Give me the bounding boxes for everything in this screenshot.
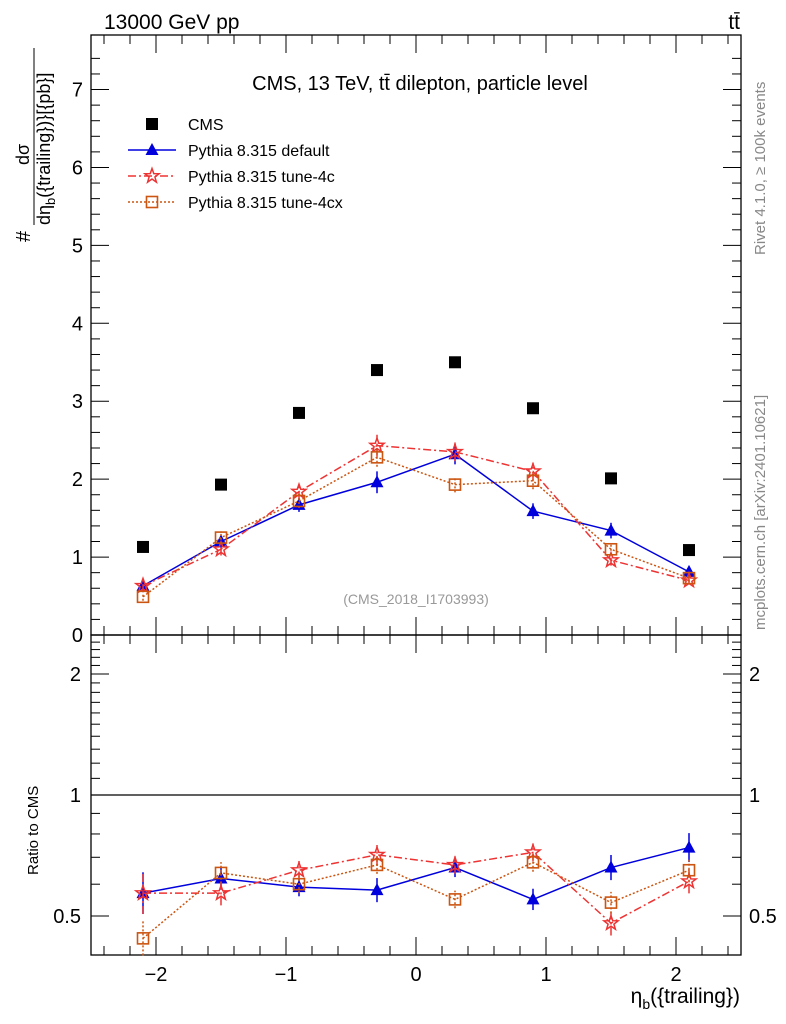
data-point <box>526 504 540 517</box>
data-point <box>605 472 617 485</box>
ylabel-num: dσ <box>13 144 33 165</box>
chart-title: CMS, 13 TeV, tt̄ dilepton, particle leve… <box>252 73 588 95</box>
data-point <box>682 571 696 585</box>
ratio-y-tick-label-right: 1 <box>749 785 760 807</box>
y-tick-label: 7 <box>72 80 83 102</box>
y-tick-label: 4 <box>72 313 83 335</box>
data-point <box>289 860 309 879</box>
data-point <box>136 932 150 945</box>
main-panel: 0 1 2 3 4 5 6 7 <box>72 34 742 647</box>
data-point <box>370 475 384 488</box>
y-axis-label: # dσ dηb({trailing})}[{pb}] <box>13 48 58 242</box>
legend-marker <box>145 195 159 209</box>
data-point <box>604 896 618 909</box>
series-line <box>142 444 690 587</box>
data-point <box>214 866 228 880</box>
data-point <box>527 402 539 415</box>
y-tick-label: 3 <box>72 391 83 413</box>
rivet-label: Rivet 4.1.0, ≥ 100k events <box>752 82 769 255</box>
data-point <box>604 542 618 556</box>
ylabel-hash: # <box>13 230 35 242</box>
x-axis-label: ηb({trailing}) <box>631 985 740 1012</box>
data-point <box>367 435 387 454</box>
ratio-y-tick-label-right: 0.5 <box>749 906 777 928</box>
data-point <box>137 540 149 553</box>
data-point <box>133 576 153 594</box>
data-point <box>211 539 231 558</box>
data-point <box>523 461 543 480</box>
ratio-y-tick-label: 1 <box>70 785 81 807</box>
header-left: 13000 GeV pp <box>104 11 239 34</box>
legend-label: Pythia 8.315 default <box>188 143 330 160</box>
watermark: (CMS_2018_I1703993) <box>343 591 489 607</box>
data-point <box>133 883 153 902</box>
series-line <box>143 851 690 925</box>
legend-marker <box>142 166 162 184</box>
data-point <box>448 478 462 491</box>
ratio-series-pythia-8-315-tune-4c <box>133 842 699 936</box>
data-point <box>215 478 227 491</box>
x-tick-label: 2 <box>670 964 681 986</box>
data-point <box>448 893 462 906</box>
data-point <box>370 858 384 872</box>
data-point <box>526 856 540 869</box>
y-tick-label: 0 <box>72 625 83 647</box>
legend-marker <box>146 118 158 130</box>
data-point <box>679 871 699 890</box>
header-right: tt̄ <box>728 11 740 34</box>
data-point <box>292 877 306 891</box>
series-line <box>142 846 690 901</box>
y-tick-label: 5 <box>72 235 83 257</box>
series-pythia-8-315-tune-4cx <box>136 447 696 604</box>
legend-label: Pythia 8.315 tune-4cx <box>188 195 343 212</box>
legend: CMS Pythia 8.315 default Pythia 8.315 tune… <box>128 117 343 212</box>
x-tick-label: −2 <box>145 964 168 986</box>
data-point <box>526 892 540 905</box>
y-tick-label: 1 <box>72 547 83 569</box>
legend-label: CMS <box>188 117 224 134</box>
ratio-series-pythia-8-315-tune-4cx <box>136 852 696 956</box>
data-point <box>371 364 383 377</box>
x-tick-label: 1 <box>540 964 551 986</box>
data-point <box>293 406 305 419</box>
series-cms <box>137 356 695 557</box>
data-point <box>683 544 695 557</box>
data-point <box>449 356 461 369</box>
data-point <box>526 474 540 488</box>
legend-label: Pythia 8.315 tune-4c <box>188 169 335 186</box>
series-pythia-8-315-default <box>136 444 696 593</box>
x-tick-label: −1 <box>275 964 298 986</box>
mcplots-label: mcplots.cern.ch [arXiv:2401.10621] <box>752 395 769 630</box>
data-point <box>601 550 621 569</box>
data-point <box>292 494 306 508</box>
data-point <box>370 451 384 464</box>
ratio-y-tick-label-right: 2 <box>749 664 760 686</box>
ratio-y-label: Ratio to CMS <box>25 786 42 875</box>
data-point <box>601 913 621 932</box>
series-line <box>142 861 690 939</box>
series-line <box>142 456 690 598</box>
data-point <box>370 883 384 896</box>
ratio-y-tick-label: 2 <box>70 664 81 686</box>
legend-marker <box>145 143 159 155</box>
ratio-panel: 0.5 0.5 1 1 2 2 −2 −1 0 1 2 <box>53 634 777 986</box>
series-line <box>142 453 690 587</box>
ylabel-den: dηb({trailing})}[{pb}] <box>34 73 58 225</box>
y-tick-label: 2 <box>72 469 83 491</box>
series-pythia-8-315-tune-4c <box>133 434 699 594</box>
data-point <box>682 863 696 877</box>
data-point <box>445 855 465 873</box>
data-point <box>604 860 618 873</box>
data-point <box>214 531 228 544</box>
data-point <box>136 590 150 604</box>
ratio-y-tick-label: 0.5 <box>53 906 81 928</box>
data-point <box>682 840 696 853</box>
data-point <box>211 883 231 902</box>
data-point <box>214 871 228 884</box>
y-tick-label: 6 <box>72 157 83 179</box>
x-tick-label: 0 <box>410 964 421 986</box>
data-point <box>445 442 465 460</box>
data-point <box>604 523 618 536</box>
